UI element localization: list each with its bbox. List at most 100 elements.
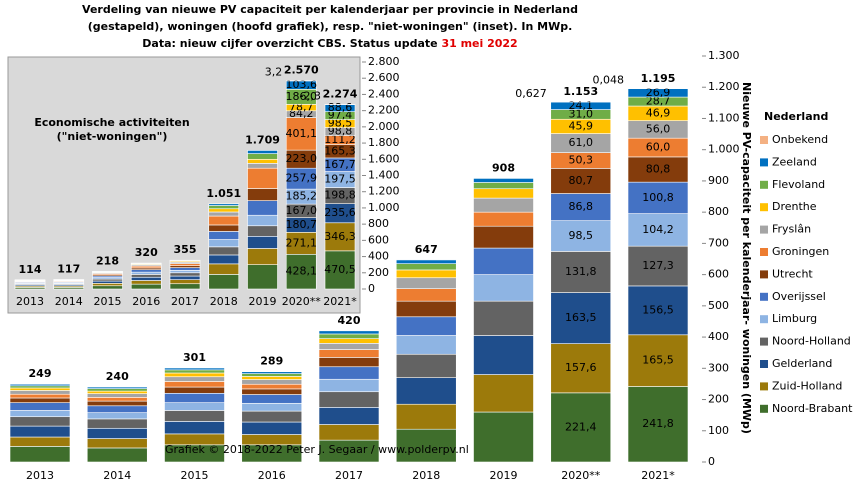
y-tick-label: 1.000 bbox=[368, 201, 400, 214]
inset-annotation: ("niet-woningen") bbox=[57, 130, 168, 143]
x-tick-label: 2016 bbox=[258, 469, 286, 482]
data-label: 180,7 bbox=[286, 218, 318, 231]
total-label: 908 bbox=[492, 161, 515, 174]
data-label: 111,2 bbox=[324, 133, 356, 146]
bar-segment bbox=[130, 276, 162, 281]
bar-segment bbox=[241, 379, 303, 385]
y-tick-label: 200 bbox=[708, 393, 729, 406]
bar-segment bbox=[241, 388, 303, 395]
y-tick-label: 2.400 bbox=[368, 87, 400, 100]
total-label: 355 bbox=[174, 243, 197, 256]
bar-segment bbox=[318, 330, 380, 335]
legend-swatch bbox=[760, 203, 768, 212]
bar-segment bbox=[169, 279, 201, 285]
data-label: -2,3 bbox=[300, 89, 321, 102]
status-date: 31 mei 2022 bbox=[441, 37, 517, 50]
bar-segment bbox=[164, 367, 225, 371]
bar-segment bbox=[241, 383, 303, 390]
y-tick-label: 2.800 bbox=[368, 55, 400, 68]
bar-segment bbox=[241, 421, 303, 435]
bar-segment bbox=[164, 372, 225, 378]
data-label: 346,3 bbox=[324, 230, 356, 243]
title-text: Verdeling van nieuwe PV capaciteit per k… bbox=[82, 3, 578, 16]
total-label: 114 bbox=[19, 263, 42, 276]
x-tick-label: 2018 bbox=[412, 469, 440, 482]
data-label: 257,9 bbox=[286, 172, 318, 185]
bar-segment bbox=[86, 397, 148, 402]
data-label: 470,5 bbox=[324, 263, 356, 276]
y-tick-label: 600 bbox=[368, 233, 389, 246]
bar-segment bbox=[169, 263, 201, 266]
x-tick-label: 2019 bbox=[490, 469, 518, 482]
x-tick-label: 2019 bbox=[249, 295, 277, 308]
bar-segment bbox=[241, 410, 303, 423]
y-tick-label: 2.000 bbox=[368, 120, 400, 133]
legend-label: Zeeland bbox=[772, 155, 817, 168]
x-tick-label: 2018 bbox=[210, 295, 238, 308]
total-label: 320 bbox=[135, 246, 158, 259]
bar-segment bbox=[86, 390, 148, 394]
bar-segment bbox=[285, 117, 317, 151]
bar-segment bbox=[247, 167, 278, 189]
bar-segment bbox=[164, 402, 225, 411]
bar-segment bbox=[247, 200, 278, 216]
legend-swatch bbox=[760, 315, 768, 324]
bar-segment bbox=[285, 253, 317, 290]
y-tick-label: 800 bbox=[368, 217, 389, 230]
data-label: 186,0 bbox=[286, 90, 318, 103]
data-label: 56,0 bbox=[646, 122, 671, 135]
bar-segment bbox=[164, 386, 225, 394]
y-tick-label: 0 bbox=[368, 282, 375, 295]
bar-segment bbox=[9, 402, 71, 411]
data-label: 127,3 bbox=[642, 259, 674, 272]
bar-segment bbox=[208, 239, 240, 248]
bar-segment bbox=[9, 425, 71, 438]
data-label: 28,7 bbox=[646, 95, 671, 108]
legend-swatch bbox=[760, 270, 768, 279]
data-label: 24,1 bbox=[569, 99, 594, 112]
x-tick-label: 2013 bbox=[16, 295, 44, 308]
data-label: 3,2 bbox=[265, 66, 283, 79]
total-label: 420 bbox=[338, 314, 361, 327]
legend-label: Overijssel bbox=[772, 290, 826, 303]
bar-segment bbox=[92, 278, 123, 282]
data-label: 235,6 bbox=[324, 206, 356, 219]
data-label: 271,1 bbox=[286, 236, 318, 249]
data-label: 31,0 bbox=[569, 107, 594, 120]
bar-segment bbox=[395, 277, 457, 289]
bar-segment bbox=[164, 381, 225, 388]
bar-segment bbox=[395, 269, 457, 279]
bar-segment bbox=[550, 292, 612, 344]
y-tick-label: 400 bbox=[708, 330, 729, 343]
bar-segment bbox=[318, 424, 380, 441]
data-label: 221,4 bbox=[565, 420, 597, 433]
bar-segment bbox=[247, 188, 278, 201]
y-tick-label: 1.400 bbox=[368, 169, 400, 182]
data-label: 198,8 bbox=[324, 189, 356, 202]
bar-segment bbox=[169, 275, 201, 280]
data-label: 165,3 bbox=[324, 144, 356, 157]
total-label: 2.274 bbox=[323, 88, 358, 101]
bar-segment bbox=[9, 387, 71, 391]
x-tick-label: 2016 bbox=[132, 295, 160, 308]
legend-swatch bbox=[760, 225, 768, 234]
bar-segment bbox=[247, 163, 278, 169]
bar-segment bbox=[318, 349, 380, 358]
data-label: 60,0 bbox=[646, 141, 671, 154]
legend-swatch bbox=[760, 292, 768, 301]
y-tick-label: 1.200 bbox=[708, 80, 740, 93]
bar-segment bbox=[473, 197, 534, 213]
y-tick-label: 500 bbox=[708, 299, 729, 312]
x-tick-label: 2014 bbox=[103, 469, 131, 482]
title-text: (gestapeld), woningen (hoofd grafiek), r… bbox=[88, 20, 573, 33]
data-label: 241,8 bbox=[642, 417, 674, 430]
bar-segment bbox=[86, 412, 148, 420]
bar-segment bbox=[130, 283, 162, 290]
bar-segment bbox=[86, 427, 148, 439]
legend-swatch bbox=[760, 180, 768, 189]
legend-label: Drenthe bbox=[772, 200, 817, 213]
bar-segment bbox=[86, 405, 148, 413]
bar-segment bbox=[247, 264, 278, 290]
inset-annotation: Economische activiteiten bbox=[34, 116, 189, 129]
